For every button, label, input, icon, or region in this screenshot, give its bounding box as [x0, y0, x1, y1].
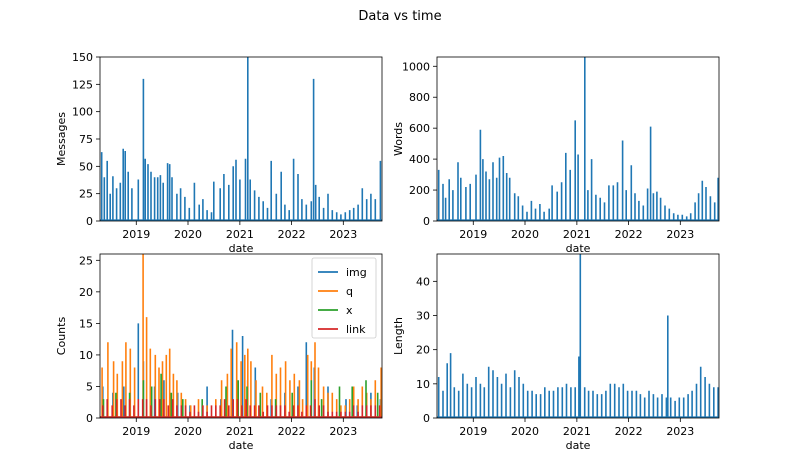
legend-item-x: x: [318, 304, 353, 317]
y-axis-label: Counts: [55, 317, 68, 356]
y-tick-label: 0: [423, 412, 430, 425]
y-tick-label: 0: [423, 215, 430, 228]
y-tick-label: 400: [409, 153, 430, 166]
legend-item-img: img: [318, 266, 367, 279]
length-axes-frame: [436, 253, 720, 419]
series-link-line: [102, 399, 381, 418]
y-tick-label: 40: [416, 275, 430, 288]
y-tick-label: 200: [409, 184, 430, 197]
x-tick-label: 2022: [278, 425, 306, 438]
x-axis-label: date: [566, 242, 591, 255]
y-tick-label: 25: [79, 254, 93, 267]
x-tick-label: 2023: [666, 228, 694, 241]
series-length-line: [437, 254, 719, 418]
x-tick-label: 2023: [329, 228, 357, 241]
x-tick-label: 2023: [329, 425, 357, 438]
x-tick-label: 2020: [174, 228, 202, 241]
y-tick-label: 75: [79, 133, 93, 146]
counts-axes-frame: [99, 253, 383, 419]
series-messages-line: [100, 57, 382, 221]
y-tick-label: 5: [86, 380, 93, 393]
y-axis-label: Length: [392, 317, 405, 355]
y-tick-label: 100: [72, 106, 93, 119]
y-tick-label: 800: [409, 91, 430, 104]
y-tick-label: 0: [86, 412, 93, 425]
x-tick-label: 2023: [666, 425, 694, 438]
chart-counts: 2019 2020 2021 2022 2023 0 5 10 15 20 25 date Counts…: [55, 253, 383, 452]
words-axes-frame: [436, 56, 720, 222]
y-axis-label: Messages: [55, 112, 68, 166]
messages-series-group: [100, 57, 382, 221]
x-axis-label: date: [566, 439, 591, 452]
legend-item-link: link: [318, 323, 366, 336]
x-tick-label: 2022: [615, 425, 643, 438]
x-tick-label: 2019: [459, 425, 487, 438]
x-tick-label: 2019: [122, 228, 150, 241]
y-tick-label: 30: [416, 310, 430, 323]
y-tick-label: 125: [72, 78, 93, 91]
x-axis-label: date: [229, 439, 254, 452]
figure-title: Data vs time: [358, 9, 441, 24]
y-tick-label: 10: [416, 378, 430, 391]
x-tick-label: 2019: [459, 228, 487, 241]
y-tick-label: 10: [79, 349, 93, 362]
x-tick-label: 2020: [174, 425, 202, 438]
legend-label: link: [346, 323, 366, 336]
x-axis-label: date: [229, 242, 254, 255]
x-tick-label: 2020: [511, 228, 539, 241]
legend-item-q: q: [318, 285, 353, 298]
x-tick-label: 2020: [511, 425, 539, 438]
x-tick-label: 2021: [226, 228, 254, 241]
length-series-group: [437, 254, 719, 418]
x-tick-label: 2021: [563, 228, 591, 241]
chart-length: 2019 2020 2021 2022 2023 0 10 20 30 40 date Length: [392, 253, 720, 452]
x-tick-label: 2021: [226, 425, 254, 438]
y-tick-label: 1000: [402, 60, 430, 73]
y-tick-label: 20: [79, 286, 93, 299]
panels: 2019 2020 2021 2022 20230255075100125150date…: [55, 51, 720, 452]
y-tick-label: 150: [72, 51, 93, 64]
y-tick-label: 20: [416, 344, 430, 357]
legend-label: x: [346, 304, 353, 317]
x-tick-label: 2021: [563, 425, 591, 438]
legend-label: img: [346, 266, 367, 279]
y-tick-label: 600: [409, 122, 430, 135]
chart-messages: 2019 2020 2021 2022 2023 0 25 50 75 100 125 150 date…: [55, 51, 383, 255]
x-tick-label: 2019: [122, 425, 150, 438]
x-tick-label: 2022: [278, 228, 306, 241]
legend-box: [311, 257, 377, 339]
series-words-line: [437, 57, 719, 221]
counts-series-group: [100, 254, 382, 418]
y-tick-label: 25: [79, 188, 93, 201]
words-series-group: [437, 57, 719, 221]
legend-label: q: [346, 285, 353, 298]
legend: img qx link: [311, 257, 377, 339]
chart-words: 2019 2020 2021 2022 2023 0 200 400 600 800 1000 dat…: [392, 56, 720, 255]
messages-axes-frame: [99, 56, 383, 222]
y-tick-label: 50: [79, 160, 93, 173]
y-tick-label: 15: [79, 317, 93, 330]
y-tick-label: 0: [86, 215, 93, 228]
y-axis-label: Words: [392, 122, 405, 156]
x-tick-label: 2022: [615, 228, 643, 241]
